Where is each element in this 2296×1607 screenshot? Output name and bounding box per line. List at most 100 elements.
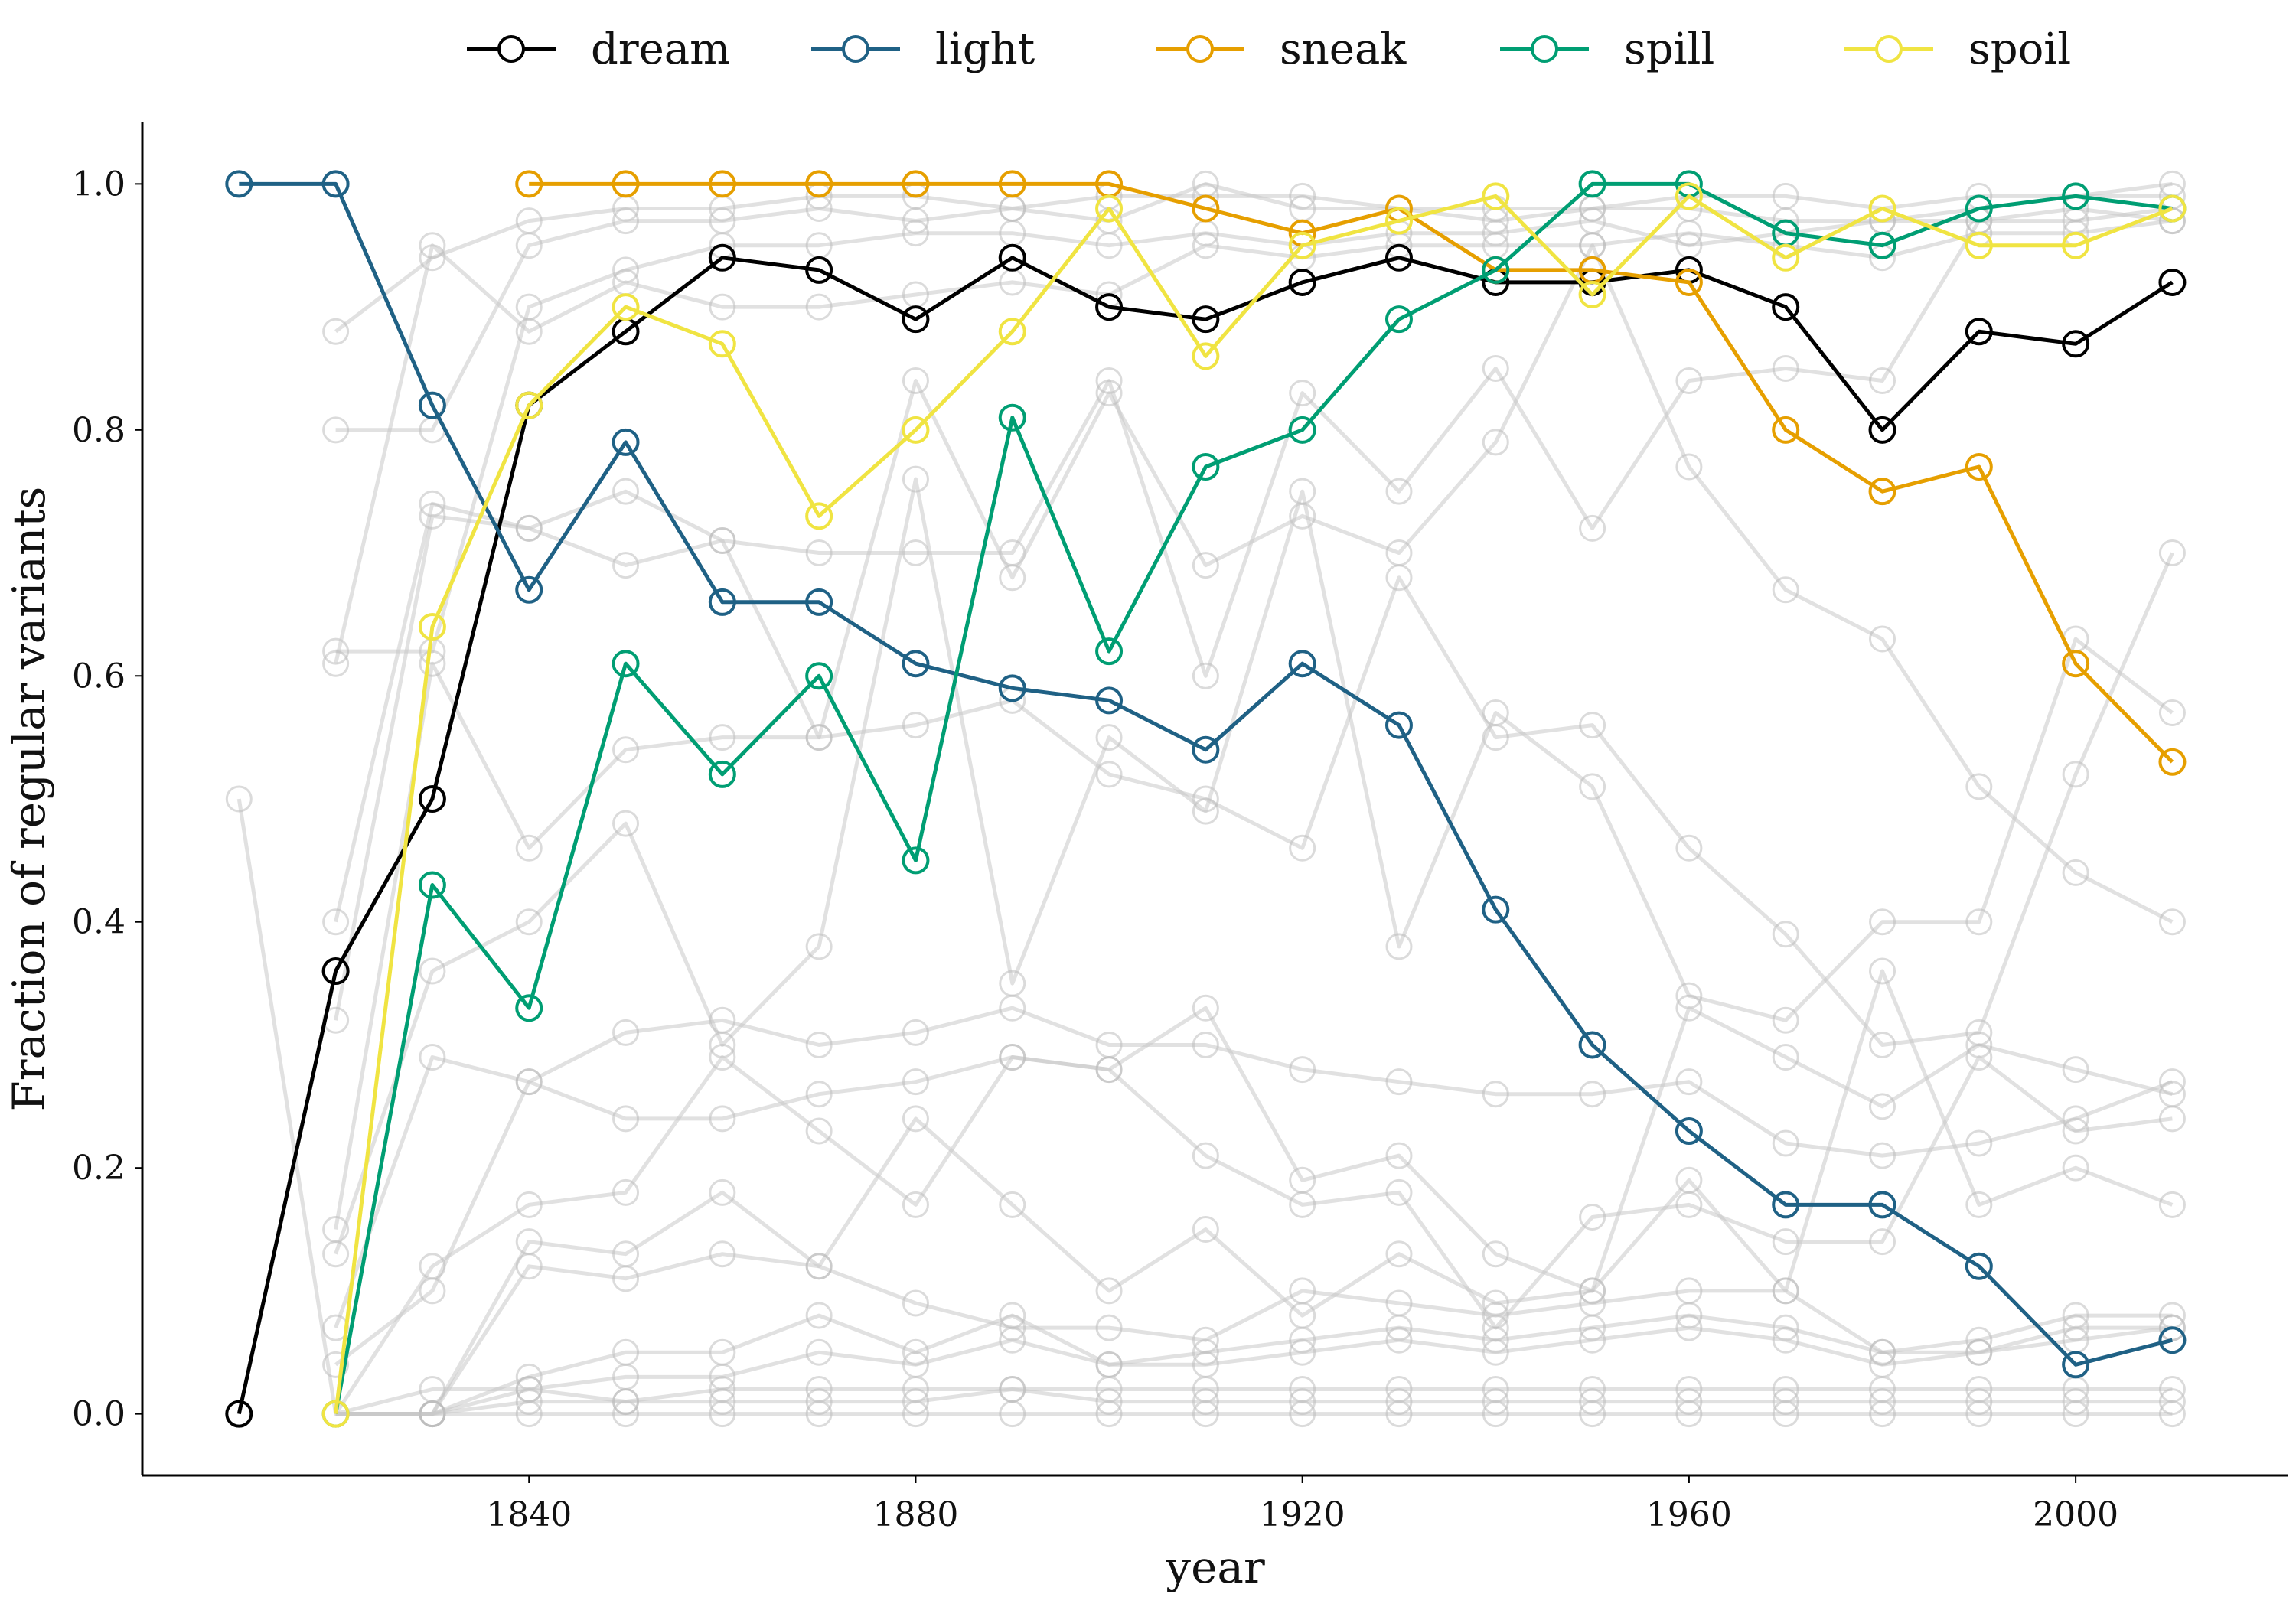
legend: dream light sneak spill spoil	[467, 24, 2071, 74]
background-series-point	[1965, 1129, 1993, 1157]
data-point-spill	[998, 403, 1026, 432]
data-point-spoil	[1772, 243, 1800, 272]
data-point-light	[1675, 1116, 1703, 1145]
background-series-point	[1869, 957, 1896, 985]
y-tick-label: 0.8	[72, 411, 126, 450]
data-point-spoil	[2158, 194, 2187, 223]
background-series-point	[1095, 1314, 1123, 1341]
background-series-point	[999, 994, 1026, 1022]
background-series-point	[1095, 1388, 1123, 1416]
background-series-point	[419, 1375, 446, 1403]
background-series-point	[612, 1105, 640, 1133]
background-series-line	[334, 477, 2174, 1255]
data-point-sneak	[708, 170, 736, 198]
data-point-spoil	[902, 416, 930, 444]
background-series-point	[902, 1068, 929, 1096]
data-point-spill	[1095, 637, 1124, 666]
background-series-point	[419, 957, 446, 985]
background-series-point	[2062, 1388, 2089, 1416]
background-series-point	[1385, 478, 1413, 505]
background-series-point	[515, 514, 543, 542]
background-series-point	[805, 1302, 833, 1329]
data-point-dream	[225, 1400, 253, 1428]
background-series-point	[419, 232, 446, 259]
background-series-point	[1192, 662, 1219, 689]
background-series-point	[902, 1191, 929, 1218]
background-series-point	[1675, 1388, 1703, 1416]
axes	[141, 122, 2288, 1477]
background-series-point	[515, 834, 543, 862]
background-series-point	[322, 416, 350, 444]
background-series-point	[1579, 1081, 1606, 1108]
data-point-spill	[1482, 256, 1510, 284]
background-series-point	[709, 1105, 736, 1133]
background-series-point	[1869, 1142, 1896, 1169]
background-series-point	[999, 1044, 1026, 1071]
background-series-point	[2158, 1191, 2186, 1218]
series-line-light	[239, 181, 2174, 1367]
data-point-spoil	[1482, 182, 1510, 210]
background-series-line	[335, 1252, 2173, 1416]
data-point-light	[1772, 1191, 1800, 1219]
data-point-spoil	[1288, 231, 1316, 259]
background-series-point	[2158, 207, 2186, 235]
background-series-line	[334, 194, 2173, 334]
background-series-point	[1869, 908, 1896, 936]
data-point-dream	[708, 243, 736, 272]
background-series-point	[902, 1289, 929, 1317]
background-series-line	[335, 207, 2173, 654]
background-series-point	[1289, 1338, 1316, 1366]
background-series-point	[902, 220, 929, 247]
legend-swatch-marker	[842, 35, 869, 63]
data-point-sneak	[1772, 416, 1800, 444]
background-series-point	[1965, 1044, 1993, 1071]
background-series-line	[334, 207, 2173, 923]
background-series-point	[999, 1326, 1026, 1354]
background-series-point	[612, 552, 640, 579]
data-point-light	[708, 588, 736, 616]
x-tick-label: 1920	[1260, 1495, 1345, 1534]
background-series-point	[1579, 1326, 1606, 1354]
data-point-dream	[1965, 318, 1993, 346]
background-series-point	[2158, 908, 2186, 936]
data-point-sneak	[2062, 650, 2090, 678]
background-series-point	[322, 1351, 350, 1378]
background-series-point	[1772, 1277, 1799, 1305]
background-series-point	[1965, 1388, 1993, 1416]
background-series-point	[902, 367, 929, 395]
background-series-point	[1482, 429, 1509, 456]
data-point-light	[2062, 1351, 2090, 1379]
background-series-point	[805, 1081, 833, 1108]
data-point-spoil	[321, 1400, 350, 1428]
background-series-point	[612, 736, 640, 764]
background-series-point	[805, 1388, 833, 1416]
data-point-light	[225, 170, 253, 198]
data-point-spill	[1384, 305, 1413, 334]
background-series-point	[902, 1388, 929, 1416]
background-series-point	[1095, 1277, 1123, 1305]
background-series-point	[2062, 761, 2089, 788]
data-point-spill	[515, 994, 543, 1022]
background-series-point	[1772, 576, 1799, 604]
background-series-point	[2158, 1375, 2186, 1403]
data-point-spoil	[708, 330, 736, 358]
background-series-point	[902, 1105, 929, 1133]
legend-item-light: light	[811, 24, 1035, 74]
legend-label: spoil	[1968, 24, 2071, 74]
background-series-point	[1579, 514, 1606, 542]
background-series-point	[2062, 1117, 2089, 1145]
background-series-line	[334, 1006, 2174, 1328]
background-series-line	[335, 969, 2174, 1416]
background-series-layer	[225, 170, 2186, 1428]
data-point-dream	[805, 256, 833, 284]
background-series-point	[515, 908, 543, 936]
series-light	[225, 170, 2187, 1379]
background-series-point	[805, 1253, 833, 1280]
background-series-line	[334, 1387, 2173, 1416]
data-point-light	[1578, 1031, 1606, 1059]
background-series-point	[805, 1031, 833, 1058]
data-point-spill	[1288, 416, 1316, 444]
background-series-point	[805, 1338, 833, 1366]
series-line-spoil	[334, 194, 2174, 1414]
legend-label: spill	[1624, 24, 1714, 74]
